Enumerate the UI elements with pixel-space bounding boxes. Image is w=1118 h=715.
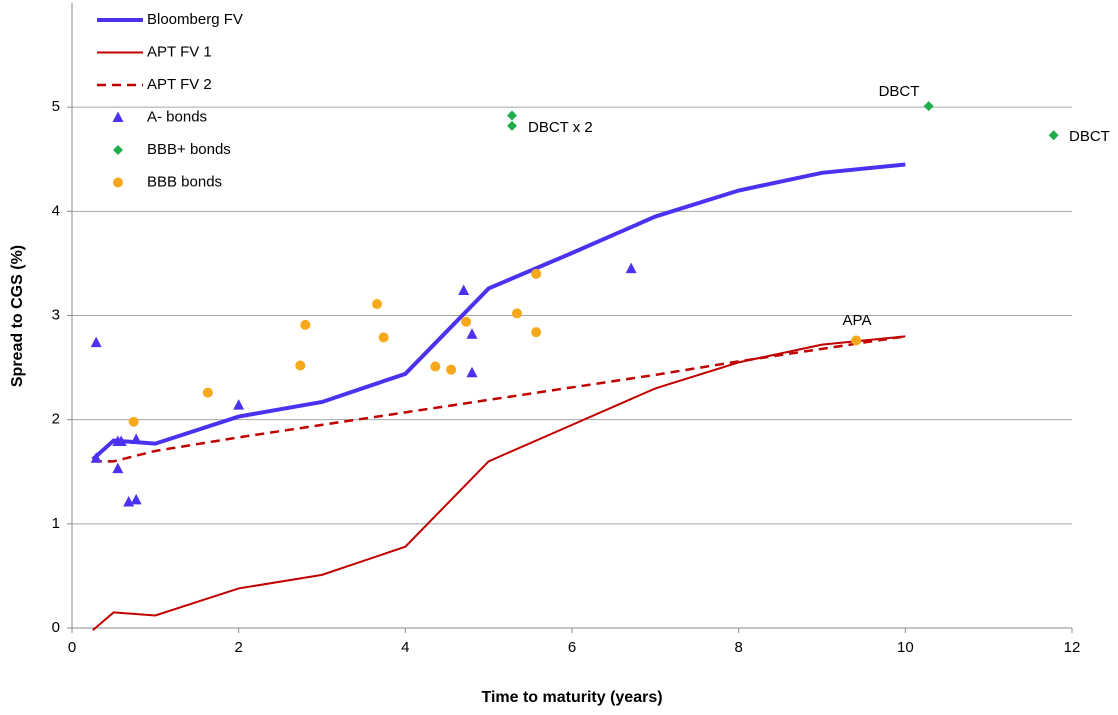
x-axis-title: Time to maturity (years) bbox=[481, 689, 662, 706]
diamond-marker bbox=[113, 145, 123, 155]
x-tick-label: 2 bbox=[234, 639, 242, 656]
circle-marker bbox=[372, 299, 382, 310]
diamond-marker bbox=[507, 110, 517, 121]
x-tick-label: 4 bbox=[401, 639, 409, 656]
legend-label: APT FV 1 bbox=[147, 43, 212, 60]
series-line bbox=[92, 335, 906, 631]
circle-marker bbox=[461, 316, 472, 327]
circle-marker bbox=[851, 335, 862, 346]
annotation: DBCT bbox=[1069, 128, 1110, 145]
triangle-marker bbox=[466, 366, 478, 378]
x-tick-label: 8 bbox=[734, 639, 742, 656]
annotation: DBCT bbox=[879, 83, 920, 100]
triangle-marker bbox=[90, 452, 102, 463]
legend-label: APT FV 2 bbox=[147, 76, 212, 93]
triangle-marker bbox=[233, 399, 245, 410]
x-tick-label: 0 bbox=[68, 639, 76, 656]
x-tick-label: 12 bbox=[1064, 639, 1081, 656]
circle-marker bbox=[430, 361, 441, 372]
legend-label: A- bonds bbox=[147, 108, 207, 125]
legend-label: BBB bonds bbox=[147, 173, 222, 190]
triangle-marker bbox=[458, 284, 470, 295]
y-tick-label: 2 bbox=[52, 411, 60, 428]
circle-marker bbox=[531, 268, 542, 279]
triangle-marker bbox=[130, 433, 142, 444]
circle-marker bbox=[202, 387, 213, 398]
triangle-marker bbox=[466, 328, 478, 339]
x-tick-label: 6 bbox=[568, 639, 576, 656]
triangle-marker bbox=[90, 336, 102, 348]
circle-marker bbox=[295, 360, 306, 371]
triangle-marker bbox=[112, 111, 124, 122]
triangle-marker bbox=[625, 262, 637, 274]
y-tick-label: 4 bbox=[52, 202, 60, 219]
legend-label: Bloomberg FV bbox=[147, 11, 243, 28]
y-tick-label: 5 bbox=[52, 98, 60, 115]
annotation: APA bbox=[843, 312, 872, 329]
triangle-marker bbox=[130, 493, 142, 505]
circle-marker bbox=[378, 332, 389, 343]
x-tick-label: 10 bbox=[897, 639, 914, 656]
legend-label: BBB+ bonds bbox=[147, 141, 231, 158]
circle-marker bbox=[531, 327, 542, 338]
series-line bbox=[92, 335, 906, 463]
circle-marker bbox=[446, 364, 457, 375]
circle-marker bbox=[128, 416, 139, 427]
triangle-marker bbox=[115, 435, 127, 447]
diamond-marker bbox=[923, 101, 934, 112]
annotation: DBCT x 2 bbox=[528, 119, 593, 136]
y-tick-label: 0 bbox=[52, 619, 60, 636]
circle-marker bbox=[512, 308, 522, 319]
circle-marker bbox=[113, 177, 123, 188]
series-line bbox=[91, 162, 906, 461]
diamond-marker bbox=[1048, 130, 1059, 141]
triangle-marker bbox=[112, 462, 124, 474]
diamond-marker bbox=[507, 120, 517, 131]
circle-marker bbox=[300, 319, 311, 330]
y-tick-label: 1 bbox=[52, 515, 60, 532]
y-tick-label: 3 bbox=[52, 306, 60, 323]
y-axis-title: Spread to CGS (%) bbox=[9, 245, 26, 387]
